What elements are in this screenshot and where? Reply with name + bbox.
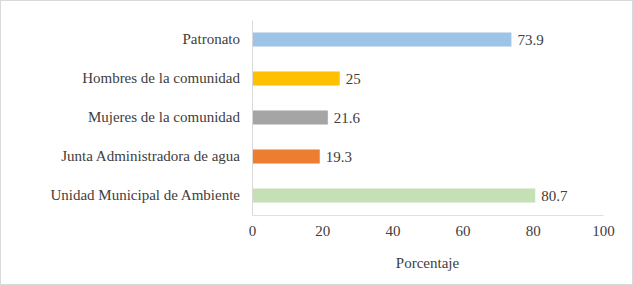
bar xyxy=(252,32,511,46)
x-tick-label: 20 xyxy=(315,223,330,239)
data-label: 21.6 xyxy=(334,110,361,126)
x-tick: 60 xyxy=(456,215,471,239)
chart: 73.9 25 21.6 19.3 80.7 0 20 40 60 80 100 Patronato H… xyxy=(0,0,633,285)
bar xyxy=(252,110,328,124)
x-tick-label: 80 xyxy=(526,223,541,239)
y-tick-label: Junta Administradora de agua xyxy=(61,148,240,164)
y-tick-label: Unidad Municipal de Ambiente xyxy=(50,187,240,203)
data-label: 73.9 xyxy=(517,32,543,48)
data-labels: 73.9 25 21.6 19.3 80.7 xyxy=(326,32,568,204)
y-tick-label: Mujeres de la comunidad xyxy=(88,109,241,125)
x-axis: 0 20 40 60 80 100 xyxy=(249,215,615,239)
y-tick-label: Hombres de la comunidad xyxy=(82,70,240,86)
data-label: 19.3 xyxy=(326,149,352,165)
x-tick-label: 40 xyxy=(385,223,400,239)
chart-frame xyxy=(1,1,633,285)
y-tick: Patronato xyxy=(183,31,241,47)
x-axis-title: Porcentaje xyxy=(396,255,460,271)
x-axis-line xyxy=(253,215,604,216)
y-tick: Unidad Municipal de Ambiente xyxy=(50,187,240,203)
bar xyxy=(252,149,320,163)
x-tick: 20 xyxy=(315,215,330,239)
y-tick: Hombres de la comunidad xyxy=(82,70,240,86)
data-label: 80.7 xyxy=(541,188,568,204)
x-tick: 40 xyxy=(385,215,400,239)
x-tick-label: 0 xyxy=(249,223,257,239)
x-tick: 100 xyxy=(592,215,615,239)
data-label: 25 xyxy=(346,71,361,87)
y-tick: Mujeres de la comunidad xyxy=(88,109,241,125)
x-tick: 0 xyxy=(249,215,257,239)
x-tick: 80 xyxy=(526,215,541,239)
y-axis-line xyxy=(252,21,253,216)
bar xyxy=(252,71,340,85)
y-tick-label: Patronato xyxy=(183,31,241,47)
x-tick-label: 60 xyxy=(456,223,471,239)
bars xyxy=(252,32,535,202)
y-axis: Patronato Hombres de la comunidad Mujeres … xyxy=(50,21,252,216)
x-tick-label: 100 xyxy=(592,223,615,239)
y-tick: Junta Administradora de agua xyxy=(61,148,240,164)
bar xyxy=(252,188,535,202)
